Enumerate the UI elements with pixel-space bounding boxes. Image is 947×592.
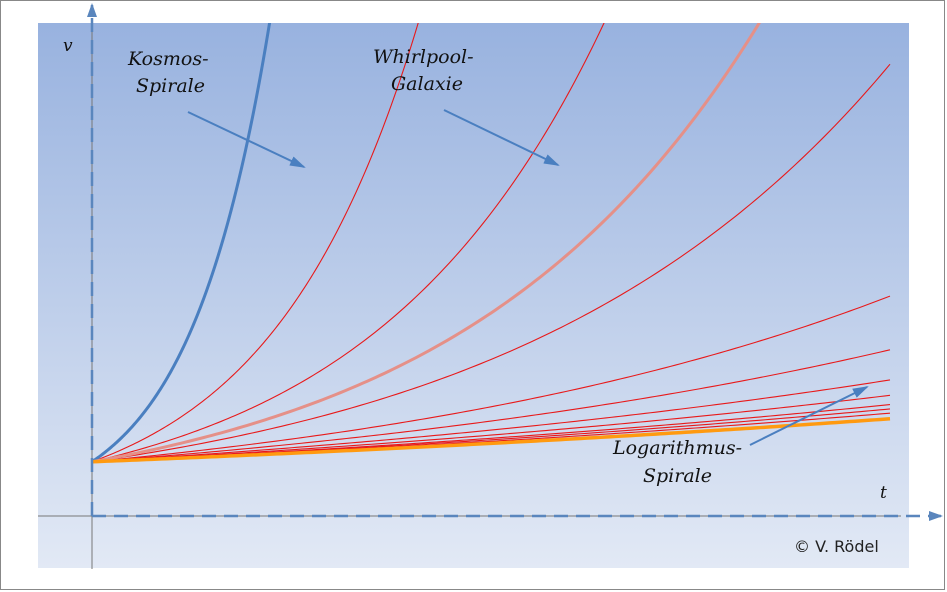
logarithmus-arrow bbox=[749, 386, 869, 446]
y-axis-label: v bbox=[63, 36, 73, 56]
red-curve-1 bbox=[91, 23, 419, 463]
logarithmus-label-line2: Spirale bbox=[643, 465, 712, 487]
red-curve-3 bbox=[91, 63, 891, 463]
kosmos-label-line2: Spirale bbox=[136, 75, 205, 97]
logarithmus-label-line1: Logarithmus- bbox=[612, 437, 742, 459]
copyright-text: © V. Rödel bbox=[794, 537, 879, 556]
kosmos-arrow bbox=[187, 111, 306, 168]
whirlpool-label-line2: Galaxie bbox=[391, 73, 463, 95]
whirlpool-arrow bbox=[443, 109, 560, 166]
red-curve-7 bbox=[91, 394, 891, 463]
logarithmus-curve bbox=[91, 417, 891, 464]
plot-background bbox=[38, 23, 909, 568]
kosmos-label-line1: Kosmos- bbox=[127, 48, 209, 70]
whirlpool-label-line1: Whirlpool- bbox=[373, 46, 474, 68]
kosmos-curve bbox=[91, 23, 272, 464]
whirlpool-curve bbox=[91, 23, 761, 464]
curve-group bbox=[91, 23, 891, 464]
red-curve-5 bbox=[91, 349, 891, 463]
red-curve-2 bbox=[91, 23, 605, 463]
red-curve-6 bbox=[91, 379, 891, 463]
red-curve-4 bbox=[91, 295, 891, 463]
x-axis-label: t bbox=[880, 483, 887, 503]
